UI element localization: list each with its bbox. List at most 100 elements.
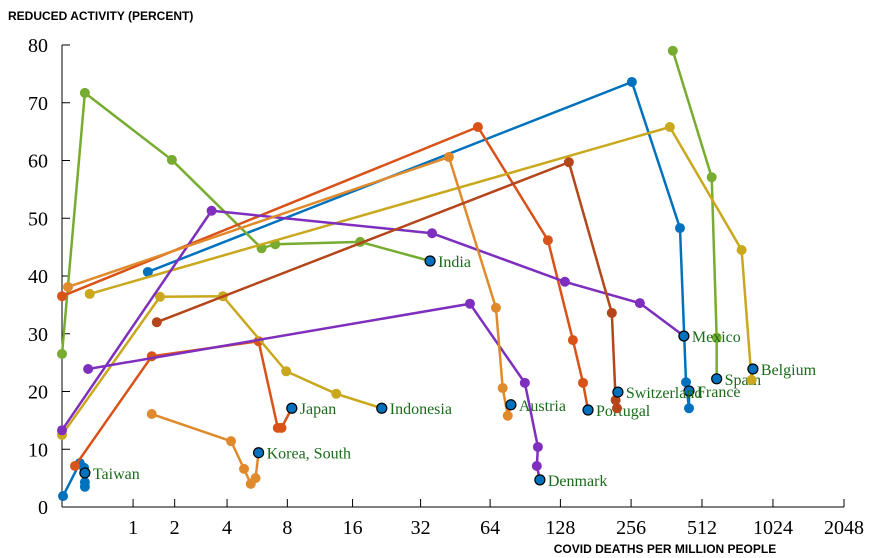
series-label: Mexico bbox=[692, 329, 741, 346]
point bbox=[490, 302, 501, 313]
y-tick-label: 80 bbox=[28, 35, 48, 57]
point bbox=[519, 377, 530, 388]
series-label: Korea, South bbox=[267, 446, 351, 463]
series-label: Switzerland bbox=[626, 385, 702, 402]
end-marker bbox=[376, 402, 388, 414]
point bbox=[154, 291, 165, 302]
point bbox=[667, 45, 678, 56]
point bbox=[746, 374, 757, 385]
point bbox=[151, 317, 162, 328]
x-tick-label: 128 bbox=[545, 517, 575, 539]
point bbox=[84, 288, 95, 299]
series-label: Denmark bbox=[548, 473, 608, 490]
series-line bbox=[67, 155, 513, 417]
point bbox=[681, 377, 692, 388]
series-label: Japan bbox=[300, 401, 336, 418]
point bbox=[69, 460, 80, 471]
end-marker bbox=[582, 404, 594, 416]
point bbox=[464, 298, 475, 309]
point bbox=[239, 463, 250, 474]
x-tick-label: 2 bbox=[170, 517, 180, 539]
point bbox=[502, 410, 513, 421]
end-marker bbox=[286, 402, 298, 414]
series-line bbox=[60, 90, 431, 355]
series-label: Portugal bbox=[596, 403, 651, 420]
end-marker bbox=[252, 447, 265, 459]
point bbox=[736, 245, 747, 256]
point bbox=[226, 436, 237, 447]
x-tick-label: 16 bbox=[343, 517, 363, 539]
x-tick-label: 1 bbox=[128, 517, 138, 539]
point bbox=[532, 441, 543, 452]
point bbox=[57, 425, 67, 436]
point bbox=[542, 235, 553, 246]
series-label: France bbox=[697, 384, 741, 401]
point bbox=[626, 76, 637, 87]
y-tick-label: 40 bbox=[28, 266, 48, 288]
point bbox=[62, 281, 73, 292]
end-marker bbox=[678, 330, 690, 342]
point bbox=[206, 205, 217, 216]
x-axis-title: COVID DEATHS PER MILLION PEOPLE bbox=[554, 542, 776, 556]
y-tick-label: 30 bbox=[28, 324, 48, 346]
point bbox=[79, 87, 90, 98]
point bbox=[634, 298, 645, 309]
point bbox=[79, 481, 90, 492]
y-tick-label: 10 bbox=[28, 439, 48, 461]
x-tick-label: 512 bbox=[687, 517, 717, 539]
point bbox=[674, 223, 685, 234]
point bbox=[563, 157, 574, 168]
point bbox=[427, 228, 438, 239]
point bbox=[472, 122, 483, 133]
y-tick-label: 60 bbox=[28, 151, 48, 173]
point bbox=[142, 266, 153, 277]
series-line bbox=[671, 50, 718, 379]
point bbox=[531, 460, 542, 471]
point bbox=[497, 383, 508, 394]
x-tick-label: 256 bbox=[616, 517, 646, 539]
x-tick-label: 4 bbox=[222, 517, 232, 539]
x-tick-label: 1024 bbox=[753, 517, 793, 539]
series-label: Austria bbox=[519, 398, 566, 415]
series-label: Belgium bbox=[761, 362, 817, 379]
point bbox=[443, 152, 454, 163]
end-marker bbox=[683, 385, 695, 397]
point bbox=[57, 291, 67, 302]
series-line bbox=[147, 80, 691, 409]
point bbox=[57, 348, 67, 359]
point bbox=[578, 377, 589, 388]
point bbox=[706, 172, 717, 183]
point bbox=[711, 332, 722, 343]
point bbox=[611, 403, 622, 414]
point bbox=[281, 366, 292, 377]
end-marker bbox=[534, 474, 546, 486]
x-tick-label: 32 bbox=[411, 517, 431, 539]
x-tick-label: 8 bbox=[282, 517, 292, 539]
point bbox=[83, 363, 94, 374]
point bbox=[567, 335, 578, 346]
y-tick-label: 20 bbox=[28, 382, 48, 404]
end-marker bbox=[612, 386, 624, 398]
y-tick-label: 0 bbox=[38, 497, 48, 519]
point bbox=[146, 409, 157, 420]
x-tick-label: 64 bbox=[480, 517, 500, 539]
y-axis-title: REDUCED ACTIVITY (PERCENT) bbox=[8, 9, 193, 23]
y-tick-label: 50 bbox=[28, 208, 48, 230]
y-tick-label: 70 bbox=[28, 93, 48, 115]
end-marker bbox=[505, 399, 517, 411]
series-label: Indonesia bbox=[390, 401, 452, 418]
series-label: India bbox=[438, 254, 471, 271]
point bbox=[58, 491, 69, 502]
end-marker bbox=[711, 373, 723, 385]
end-marker bbox=[79, 467, 91, 479]
series-line bbox=[61, 125, 590, 411]
end-marker bbox=[747, 363, 759, 375]
point bbox=[276, 422, 287, 433]
end-marker bbox=[424, 255, 436, 267]
series-line bbox=[60, 294, 383, 436]
point bbox=[250, 473, 261, 484]
point bbox=[559, 276, 570, 287]
point bbox=[664, 122, 675, 133]
